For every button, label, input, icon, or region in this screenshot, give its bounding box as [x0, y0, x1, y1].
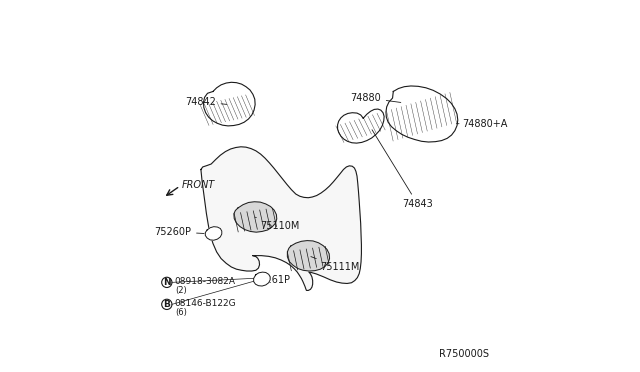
Polygon shape [337, 109, 384, 143]
Text: (6): (6) [175, 308, 187, 317]
Text: (2): (2) [175, 286, 187, 295]
Text: 74843: 74843 [372, 130, 433, 209]
Polygon shape [234, 202, 276, 232]
Text: N: N [163, 278, 171, 287]
Text: 75261P: 75261P [253, 275, 291, 285]
Text: 75260P: 75260P [154, 227, 204, 237]
Text: 08918-3082A: 08918-3082A [174, 277, 235, 286]
Text: 75111M: 75111M [311, 257, 360, 272]
Polygon shape [253, 272, 270, 286]
Text: 08146-B122G: 08146-B122G [174, 299, 236, 308]
Polygon shape [386, 86, 458, 142]
Polygon shape [287, 241, 330, 271]
Text: 74880+A: 74880+A [456, 119, 507, 129]
Text: B: B [163, 300, 170, 309]
Text: FRONT: FRONT [182, 180, 215, 190]
Text: 74842: 74842 [185, 97, 227, 107]
Polygon shape [201, 147, 362, 291]
Polygon shape [204, 82, 255, 126]
Text: 74880: 74880 [350, 93, 401, 103]
Polygon shape [205, 227, 222, 240]
Text: 75110M: 75110M [255, 217, 300, 231]
Text: R750000S: R750000S [438, 349, 488, 359]
